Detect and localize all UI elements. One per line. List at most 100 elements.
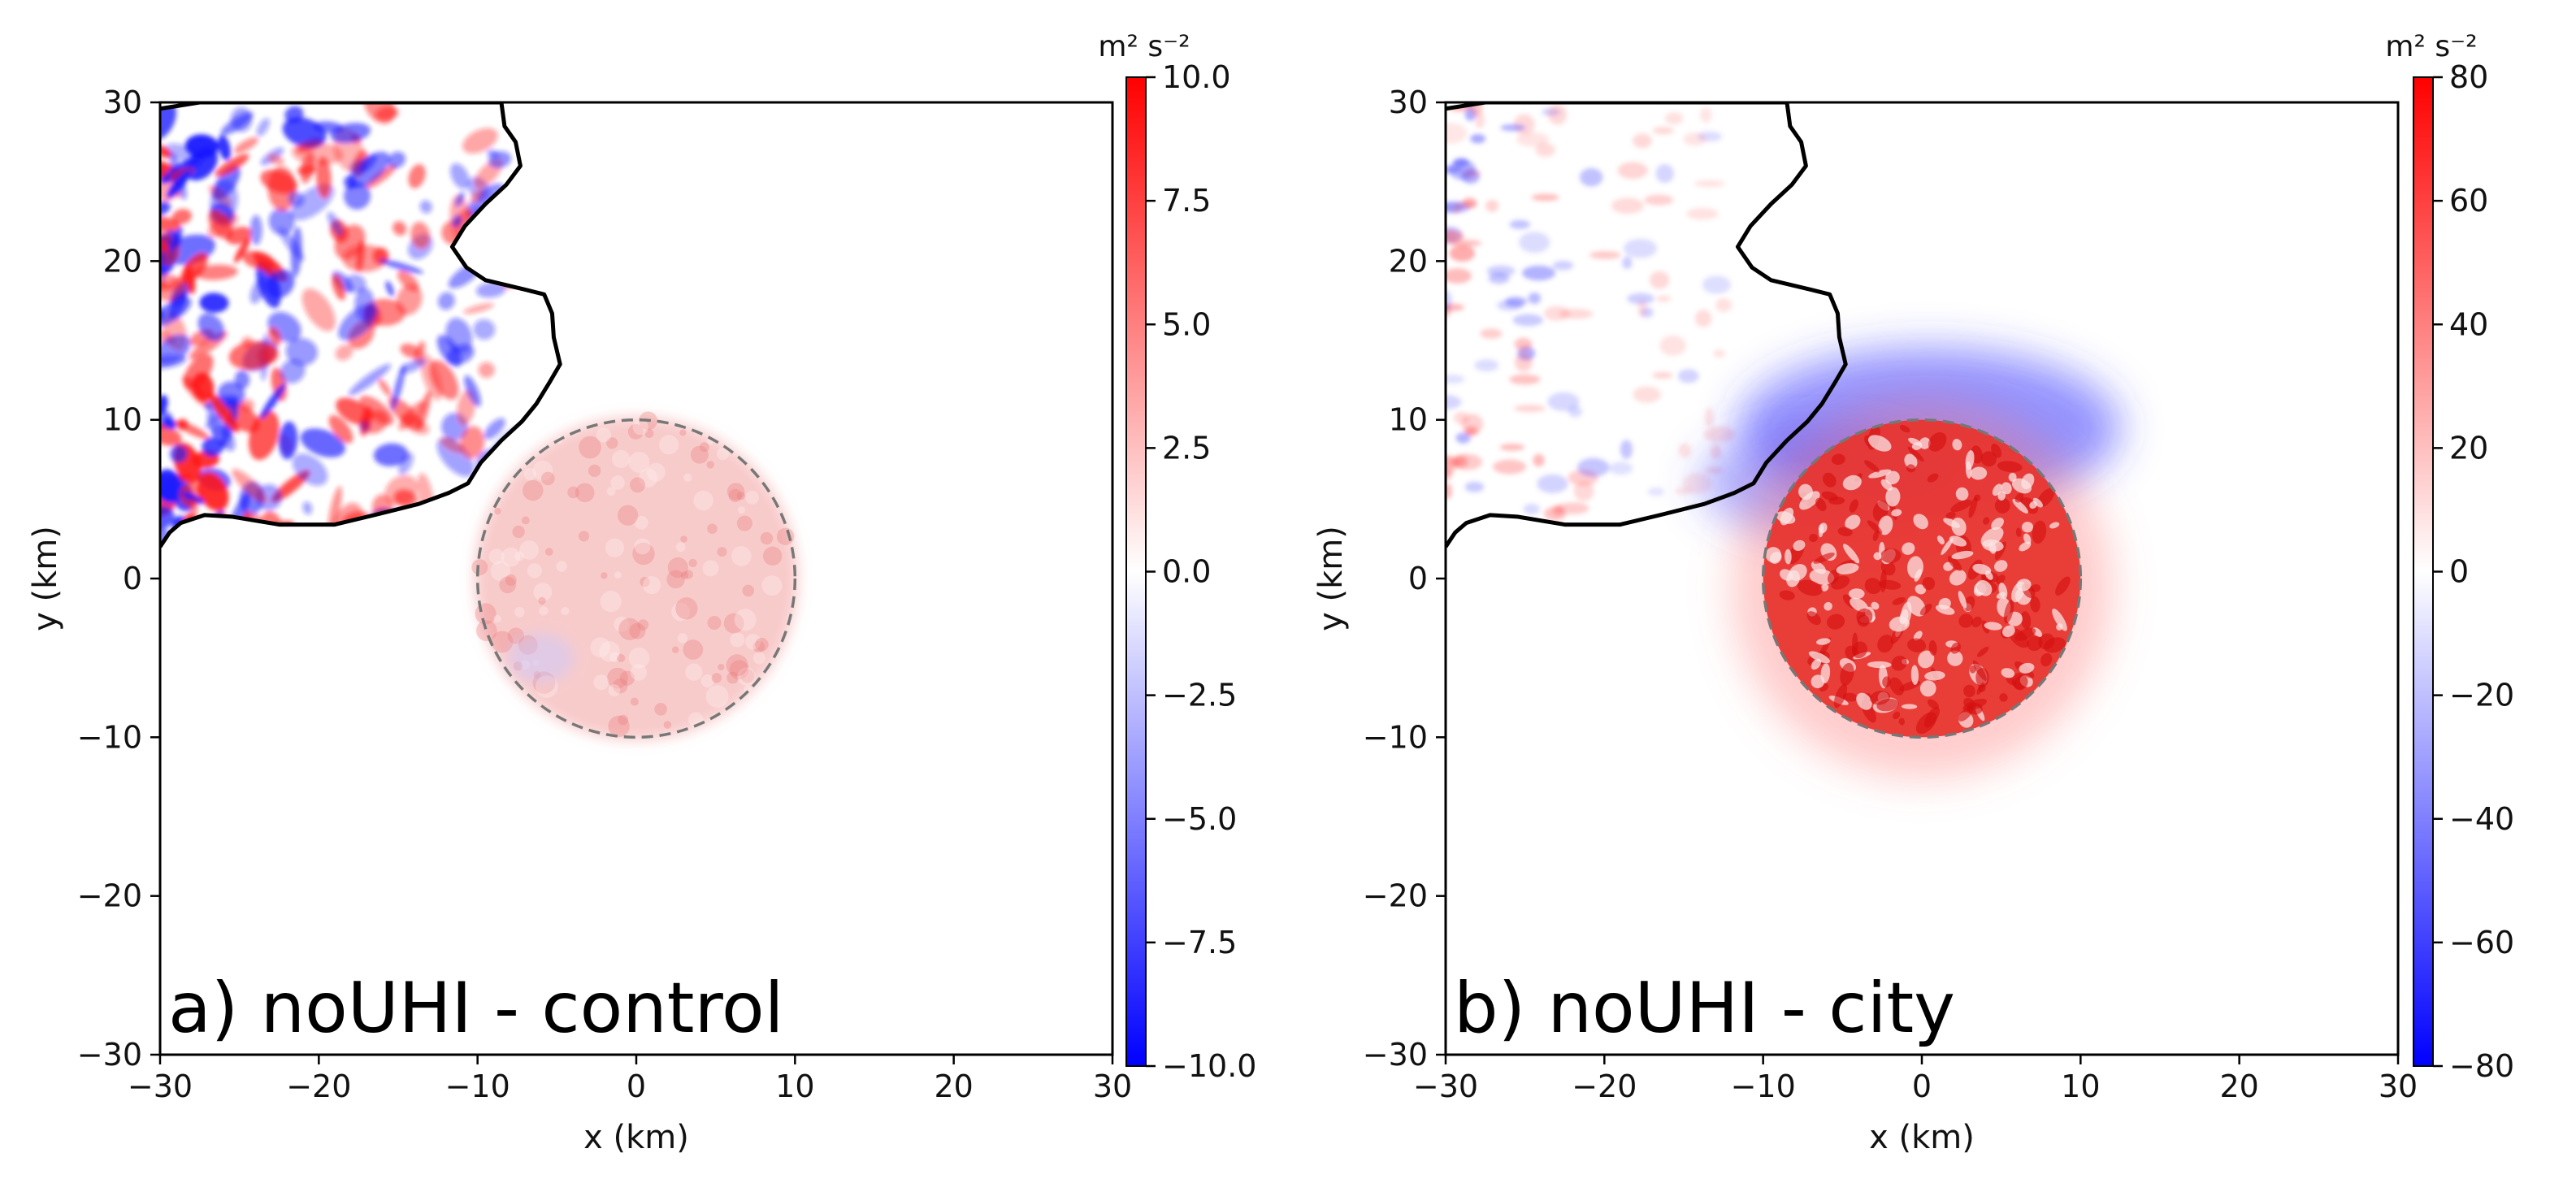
city-speckle	[680, 571, 689, 579]
city-speckle	[1882, 676, 1891, 688]
city-speckle	[1864, 460, 1880, 473]
city-speckle	[742, 584, 755, 597]
city-speckle	[659, 435, 679, 455]
city-speckle	[1980, 451, 1997, 467]
city-speckle	[639, 468, 658, 488]
city-speckle	[1798, 483, 1813, 501]
city-speckle	[1872, 530, 1880, 541]
colorbar-tick-label: −60	[2449, 925, 2514, 960]
x-tick-label: 10	[775, 1068, 814, 1104]
city-speckle	[1891, 509, 1902, 517]
city-speckle	[1769, 552, 1782, 564]
turbulence-blob	[288, 191, 305, 207]
x-tick-label: 30	[2379, 1068, 2418, 1104]
turbulence-blob	[1627, 293, 1654, 305]
city-speckle	[1816, 638, 1831, 645]
city-speckle	[632, 542, 655, 566]
turbulence-blob	[1474, 359, 1499, 372]
city-speckle	[700, 674, 714, 688]
turbulence-blob	[419, 200, 432, 214]
turbulence-blob	[1694, 310, 1712, 327]
turbulence-blob	[160, 423, 182, 446]
city-speckle	[632, 419, 648, 436]
city-speckle	[1873, 552, 1882, 561]
city-speckle	[2011, 478, 2032, 494]
city-speckle	[755, 637, 769, 652]
turbulence-blob	[348, 151, 390, 189]
city-speckle	[752, 652, 765, 665]
city-speckle	[1789, 564, 1807, 581]
city-speckle	[2019, 662, 2035, 674]
city-speckle	[606, 487, 616, 496]
city-speckle	[612, 449, 631, 468]
city-speckle	[723, 613, 744, 634]
turbulence-blob	[1659, 335, 1686, 356]
city-speckle	[494, 507, 501, 515]
colorbar-tick-label: −7.5	[1162, 925, 1237, 960]
city-speckle	[1811, 674, 1825, 689]
turbulence-blob	[393, 489, 418, 508]
turbulence-blob	[344, 182, 371, 210]
turbulence-blob	[1703, 426, 1736, 443]
city-speckle	[705, 685, 729, 709]
city-speckle	[1867, 520, 1883, 534]
city-speckle	[717, 547, 727, 557]
city-speckle	[2014, 627, 2036, 641]
turbulence-blob	[208, 392, 239, 433]
turbulence-blob	[1523, 504, 1540, 515]
city-speckle	[1999, 693, 2008, 702]
y-tick-label: 20	[1389, 243, 1428, 279]
city-speckle	[1972, 660, 1987, 681]
city-speckle	[475, 620, 497, 642]
turbulence-blob	[210, 423, 225, 438]
turbulence-blob	[1552, 505, 1563, 516]
turbulence-blob	[463, 302, 494, 314]
turbulence-blob	[1547, 392, 1580, 411]
colorbar-tick-label: −80	[2449, 1048, 2514, 1084]
turbulence-blob	[215, 154, 249, 177]
city-speckle	[523, 467, 537, 481]
colorbar-unit-label: m² s⁻²	[1098, 30, 1190, 63]
turbulence-blob	[1500, 124, 1526, 132]
turbulence-blob	[1686, 207, 1719, 220]
turbulence-blob	[1678, 443, 1692, 458]
turbulence-blob	[452, 215, 462, 228]
city-boundary-circle	[1761, 418, 2083, 739]
city-speckle	[575, 483, 595, 503]
city-speckle	[593, 674, 609, 691]
turbulence-blob	[316, 157, 332, 199]
turbulence-blob	[1522, 265, 1556, 281]
city-speckle	[1950, 500, 1972, 513]
y-tick-label: 0	[123, 561, 142, 596]
city-speckle	[685, 663, 703, 681]
turbulence-blob	[176, 418, 189, 431]
turbulence-blob	[440, 436, 465, 453]
heatmap-field	[1446, 102, 2121, 779]
turbulence-blob	[484, 418, 505, 440]
city-speckle	[711, 673, 722, 683]
x-axis-label: x (km)	[583, 1119, 689, 1156]
city-speckle	[1976, 646, 1989, 657]
city-speckle	[752, 640, 765, 653]
turbulence-blob	[464, 375, 481, 407]
city-speckle	[2002, 625, 2015, 638]
colorbar-tick-label: −20	[2449, 678, 2514, 713]
city-speckle	[1868, 469, 1892, 479]
city-speckle	[1892, 596, 1906, 605]
y-tick-label: −30	[1363, 1037, 1428, 1073]
city-speckle	[744, 685, 752, 694]
city-speckle	[505, 574, 517, 586]
colorbar-tick-label: 0.0	[1162, 554, 1211, 590]
turbulence-blob	[194, 264, 238, 280]
x-tick-label: −20	[1572, 1068, 1637, 1104]
city-speckle	[1963, 684, 1975, 698]
turbulence-blob	[1470, 133, 1486, 144]
city-speckle	[1913, 631, 1923, 641]
turbulence-blob	[1475, 112, 1485, 129]
city-speckle	[1928, 431, 1947, 452]
city-speckle	[1867, 435, 1892, 452]
turbulence-blob	[268, 327, 281, 346]
city-speckle	[1958, 591, 1967, 609]
turbulence-blob	[1509, 219, 1531, 229]
city-speckle	[1951, 517, 1967, 536]
